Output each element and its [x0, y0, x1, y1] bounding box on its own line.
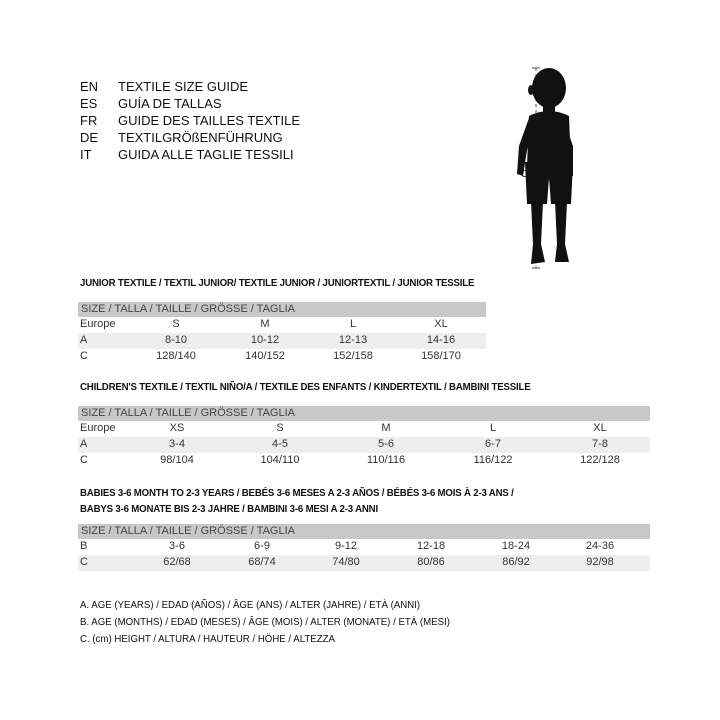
table-cell: 9-12 [334, 540, 358, 552]
children-size-table: SIZE / TALLA / TAILLE / GRÖSSE / TAGLIA … [78, 406, 650, 469]
table-cell: 7-8 [592, 438, 608, 450]
table-cell: 152/158 [333, 350, 373, 362]
row-label: B [80, 540, 88, 552]
row-label: C [80, 454, 88, 466]
table-cell: 140/152 [245, 350, 285, 362]
title-text: GUÍA DE TALLAS [118, 96, 222, 111]
title-fr: FR GUIDE DES TAILLES TEXTILE [80, 112, 300, 129]
title-en: EN TEXTILE SIZE GUIDE [80, 78, 300, 95]
table-cell: 14-16 [426, 334, 456, 346]
lang-code: IT [80, 147, 92, 162]
table-cell: 18-24 [501, 540, 531, 552]
table-cell: 3-6 [169, 540, 185, 552]
junior-heading: JUNIOR TEXTILE / TEXTIL JUNIOR/ TEXTILE … [80, 277, 475, 289]
table-cell: M [260, 318, 270, 330]
table-cell: 80/86 [417, 556, 445, 568]
title-text: TEXTILGRÖßENFÜHRUNG [118, 130, 283, 145]
table-cell: 24-36 [585, 540, 615, 552]
legend-c: C. (cm) HEIGHT / ALTURA / HAUTEUR / HÖHE… [80, 633, 335, 645]
table-cell: L [489, 422, 497, 434]
table-row: A 8-10 10-12 12-13 14-16 [78, 333, 486, 349]
table-cell: 6-9 [254, 540, 270, 552]
babies-heading: BABIES 3-6 MONTH TO 2-3 YEARS / BEBÉS 3-… [80, 487, 514, 499]
table-cell: 10-12 [250, 334, 280, 346]
table-cell: XS [169, 422, 185, 434]
table-cell: 98/104 [160, 454, 194, 466]
table-cell: 128/140 [156, 350, 196, 362]
legend-a: A. AGE (YEARS) / EDAD (AÑOS) / ÂGE (ANS)… [80, 599, 421, 611]
table-row: Europe S M L XL [78, 317, 486, 333]
title-block: EN TEXTILE SIZE GUIDE ES GUÍA DE TALLAS FR… [80, 78, 300, 163]
size-header: SIZE / TALLA / TAILLE / GRÖSSE / TAGLIA [78, 524, 650, 539]
size-header: SIZE / TALLA / TAILLE / GRÖSSE / TAGLIA [78, 302, 486, 317]
legend-b: B. AGE (MONTHS) / EDAD (MESES) / ÂGE (MO… [80, 616, 450, 628]
table-cell: 5-6 [378, 438, 394, 450]
table-cell: 12-13 [338, 334, 368, 346]
table-cell: 92/98 [586, 556, 614, 568]
table-cell: S [172, 318, 180, 330]
table-cell: XL [434, 318, 448, 330]
table-cell: M [381, 422, 391, 434]
table-cell: 68/74 [248, 556, 276, 568]
table-row: A 3-4 4-5 5-6 6-7 7-8 [78, 437, 650, 453]
title-it: IT GUIDA ALLE TAGLIE TESSILI [80, 146, 300, 163]
row-label: C [80, 350, 88, 362]
title-text: GUIDE DES TAILLES TEXTILE [118, 113, 301, 128]
legend: A. AGE (YEARS) / EDAD (AÑOS) / ÂGE (ANS)… [80, 597, 450, 648]
child-silhouette-icon [517, 67, 573, 269]
table-cell: 4-5 [272, 438, 288, 450]
table-cell: 110/116 [366, 454, 406, 466]
children-heading: CHILDREN'S TEXTILE / TEXTIL NIÑO/A / TEX… [80, 381, 531, 393]
table-row: C 62/68 68/74 74/80 80/86 86/92 92/98 [78, 555, 650, 571]
lang-code: DE [80, 130, 99, 145]
junior-size-table: SIZE / TALLA / TAILLE / GRÖSSE / TAGLIA … [78, 302, 486, 365]
lang-code: EN [80, 79, 99, 94]
lang-code: ES [80, 96, 98, 111]
table-row: B 3-6 6-9 9-12 12-18 18-24 24-36 [78, 539, 650, 555]
table-cell: XL [593, 422, 607, 434]
title-de: DE TEXTILGRÖßENFÜHRUNG [80, 129, 300, 146]
table-cell: 104/110 [260, 454, 300, 466]
title-es: ES GUÍA DE TALLAS [80, 95, 300, 112]
table-cell: 6-7 [485, 438, 501, 450]
table-cell: 74/80 [332, 556, 360, 568]
height-measure-label: C [521, 169, 529, 180]
row-label: C [80, 556, 88, 568]
table-row: C 128/140 140/152 152/158 158/170 [78, 349, 486, 365]
table-cell: 62/68 [163, 556, 191, 568]
table-cell: 86/92 [502, 556, 530, 568]
table-row: C 98/104 104/110 110/116 116/122 122/128 [78, 453, 650, 469]
table-cell: S [276, 422, 284, 434]
babies-size-table: SIZE / TALLA / TAILLE / GRÖSSE / TAGLIA … [78, 524, 650, 571]
babies-heading-2: BABYS 3-6 MONATE BIS 2-3 JAHRE / BAMBINI… [80, 503, 378, 515]
table-cell: 122/128 [580, 454, 620, 466]
table-cell: 158/170 [421, 350, 461, 362]
table-row: Europe XS S M L XL [78, 421, 650, 437]
table-cell: L [349, 318, 357, 330]
size-header: SIZE / TALLA / TAILLE / GRÖSSE / TAGLIA [78, 406, 650, 421]
title-text: GUIDA ALLE TAGLIE TESSILI [118, 147, 294, 162]
row-label: A [80, 334, 88, 346]
table-cell: 3-4 [169, 438, 185, 450]
row-label: Europe [80, 318, 116, 330]
table-cell: 12-18 [416, 540, 446, 552]
table-cell: 116/122 [473, 454, 513, 466]
table-cell: 8-10 [164, 334, 188, 346]
row-label: A [80, 438, 88, 450]
title-text: TEXTILE SIZE GUIDE [118, 79, 249, 94]
lang-code: FR [80, 113, 98, 128]
row-label: Europe [80, 422, 116, 434]
